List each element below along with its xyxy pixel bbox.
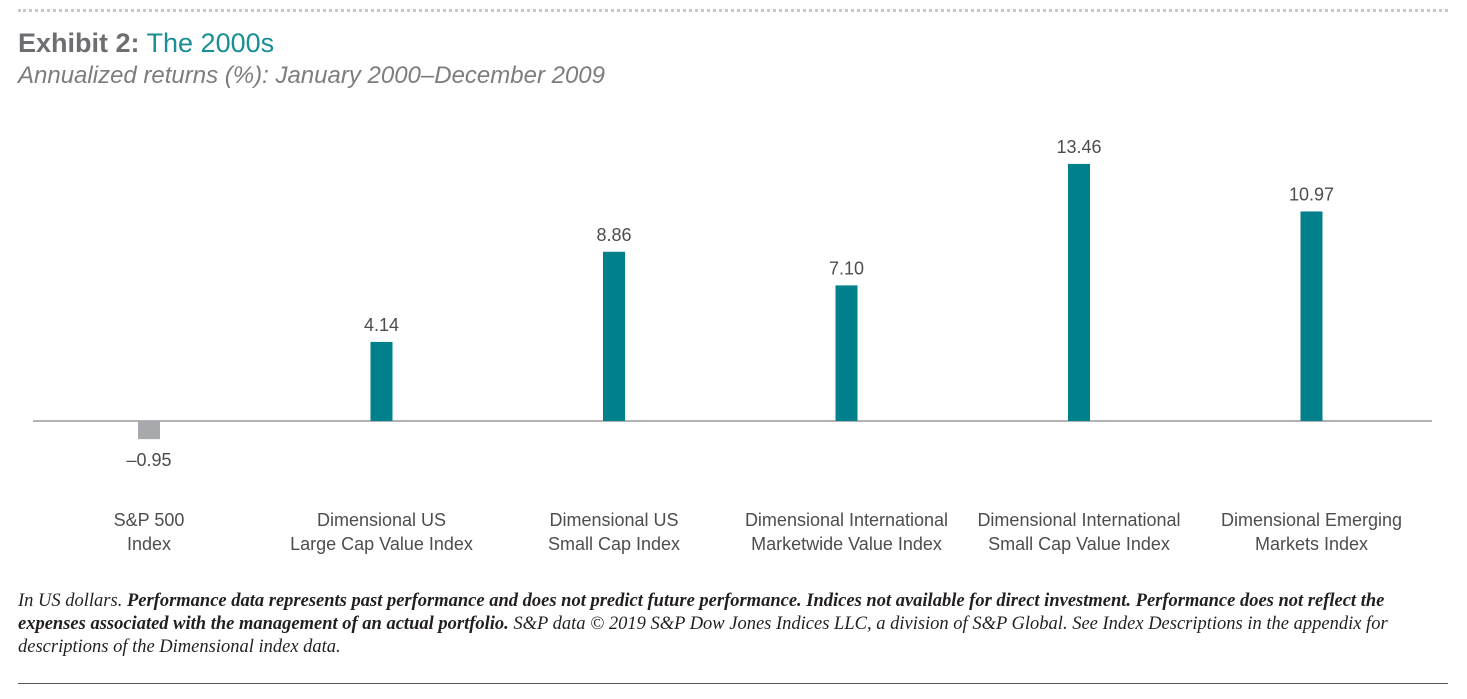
category-label-1-line-1: S&P 500 <box>114 510 185 530</box>
data-label-5: 13.46 <box>1056 137 1101 157</box>
data-label-2: 4.14 <box>364 315 399 335</box>
footnote-lead: In US dollars. <box>18 591 127 611</box>
chart-subtitle: Annualized returns (%): January 2000–Dec… <box>18 62 606 89</box>
category-label-2-line-2: Large Cap Value Index <box>290 534 473 554</box>
bar-1 <box>138 421 160 440</box>
bar-2 <box>370 341 393 421</box>
data-label-3: 8.86 <box>596 225 631 245</box>
exhibit-label: Exhibit 2: <box>18 28 140 58</box>
exhibit-title: The 2000s <box>146 28 275 58</box>
data-label-6: 10.97 <box>1289 184 1334 204</box>
category-label-5-line-2: Small Cap Value Index <box>988 534 1170 554</box>
bar-5 <box>1068 163 1090 421</box>
bar-4 <box>835 285 858 421</box>
category-label-5-line-1: Dimensional International <box>977 510 1180 530</box>
category-label-4-line-2: Marketwide Value Index <box>751 534 942 554</box>
chart-title: Exhibit 2: The 2000s <box>18 26 274 60</box>
category-label-2-line-1: Dimensional US <box>317 510 446 530</box>
bar-series: –0.95 S&P 500 Index 4.14 Dimensional US Large… <box>114 137 1402 554</box>
bar-6 <box>1300 211 1323 421</box>
data-label-4: 7.10 <box>829 258 864 278</box>
footnote-disclaimer: Performance data represents past perform… <box>18 591 1385 634</box>
footnote-source: S&P data © 2019 S&P Dow Jones Indices LL… <box>18 614 1388 657</box>
footnote: In US dollars. Performance data represen… <box>18 590 1438 659</box>
bottom-divider <box>18 683 1448 684</box>
category-label-3-line-1: Dimensional US <box>549 510 678 530</box>
top-dotted-divider <box>18 9 1448 12</box>
category-label-1-line-2: Index <box>127 534 171 554</box>
category-label-6-line-2: Markets Index <box>1255 534 1368 554</box>
bar-3 <box>603 251 625 421</box>
category-label-3-line-2: Small Cap Index <box>548 534 680 554</box>
category-label-6-line-1: Dimensional Emerging <box>1221 510 1402 530</box>
data-label-1: –0.95 <box>126 450 171 470</box>
category-label-4-line-1: Dimensional International <box>745 510 948 530</box>
